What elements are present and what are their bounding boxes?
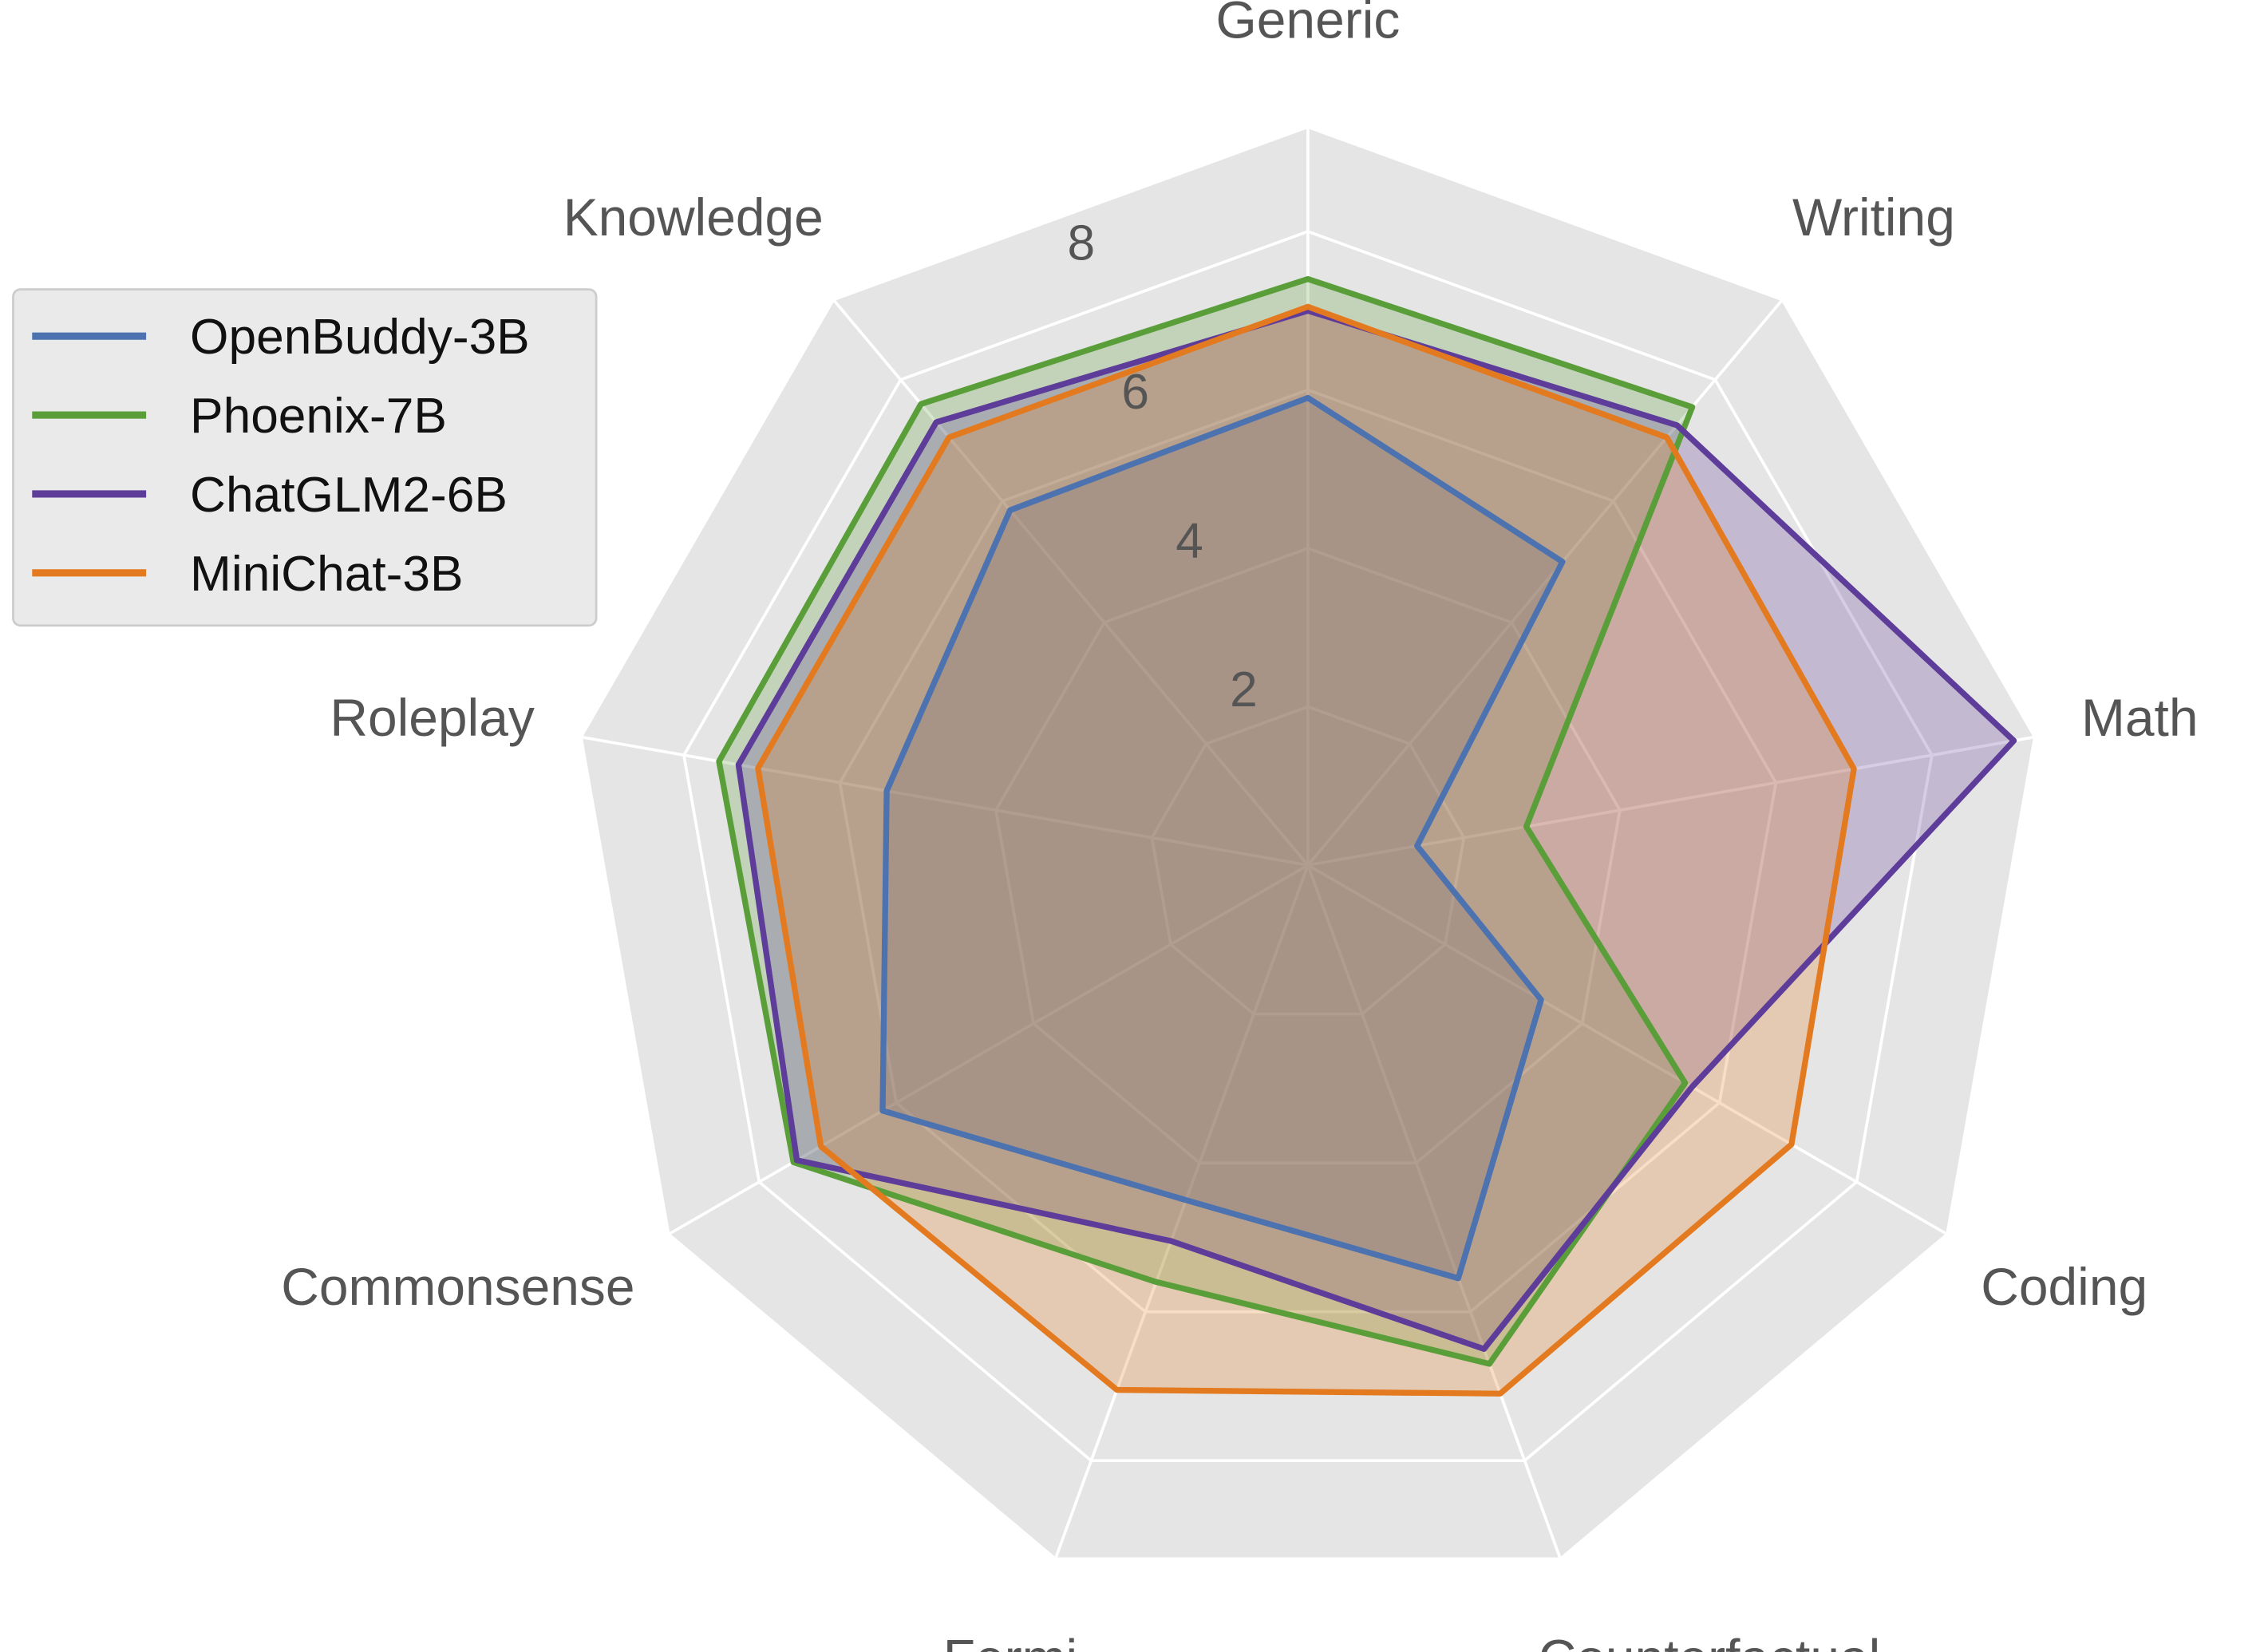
axis-label-counterfactual: Counterfactual [1539,1629,1881,1652]
spoke-roleplay [582,735,1309,867]
spoke-counterfactual [1306,864,1562,1559]
spoke-coding [1306,864,1947,1235]
axis-label-generic: Generic [1216,0,1401,49]
series-fill-minichat-3b [757,306,1855,1394]
spoke-knowledge [833,299,1310,867]
radial-tick-label: 2 [1230,662,1258,717]
axis-label-knowledge: Knowledge [563,188,824,247]
legend: OpenBuddy-3B Phoenix-7B ChatGLM2-6B MiniCha… [12,288,598,627]
axis-label-commonsense: Commonsense [281,1257,634,1316]
radar-series [716,275,2017,1397]
legend-box [12,288,598,627]
grid-ring-6 [838,388,1778,1314]
axis-label-writing: Writing [1792,188,1955,247]
axis-label-math: Math [2081,688,2199,747]
grid-ring-8 [682,230,1934,1463]
radial-tick-label: 6 [1121,365,1149,420]
radial-tick-label: 4 [1175,514,1203,569]
grid-ring-2 [1150,705,1466,1016]
spoke-commonsense [669,864,1309,1235]
spoke-writing [1306,299,1783,867]
spoke-math [1307,735,2034,867]
grid-ring-4 [994,547,1622,1164]
axis-label-coding: Coding [1981,1257,2147,1316]
legend-label: OpenBuddy-3B [190,310,530,365]
series-line-openbuddy-3b [879,394,1566,1282]
series-fill-chatglm2-6b [738,310,2014,1350]
radar-grid [582,128,2034,1559]
legend-label: MiniChat-3B [190,547,464,602]
series-line-chatglm2-6b [735,307,2017,1352]
legend-label: ChatGLM2-6B [190,468,508,523]
series-fill-openbuddy-3b [883,397,1563,1279]
radial-tick-labels: 2 4 6 8 [1068,216,1258,718]
axis-labels: Generic Writing Math Coding Counterfactual Fe… [281,0,2198,1652]
series-line-phoenix-7b [716,275,1696,1367]
series-fill-phoenix-7b [718,279,1693,1364]
series-line-minichat-3b [755,303,1857,1397]
axis-label-fermi: Fermi [943,1629,1077,1652]
radial-tick-label: 8 [1068,216,1096,271]
legend-label: Phoenix-7B [190,389,447,444]
axis-label-roleplay: Roleplay [330,688,534,747]
spoke-fermi [1054,864,1310,1559]
